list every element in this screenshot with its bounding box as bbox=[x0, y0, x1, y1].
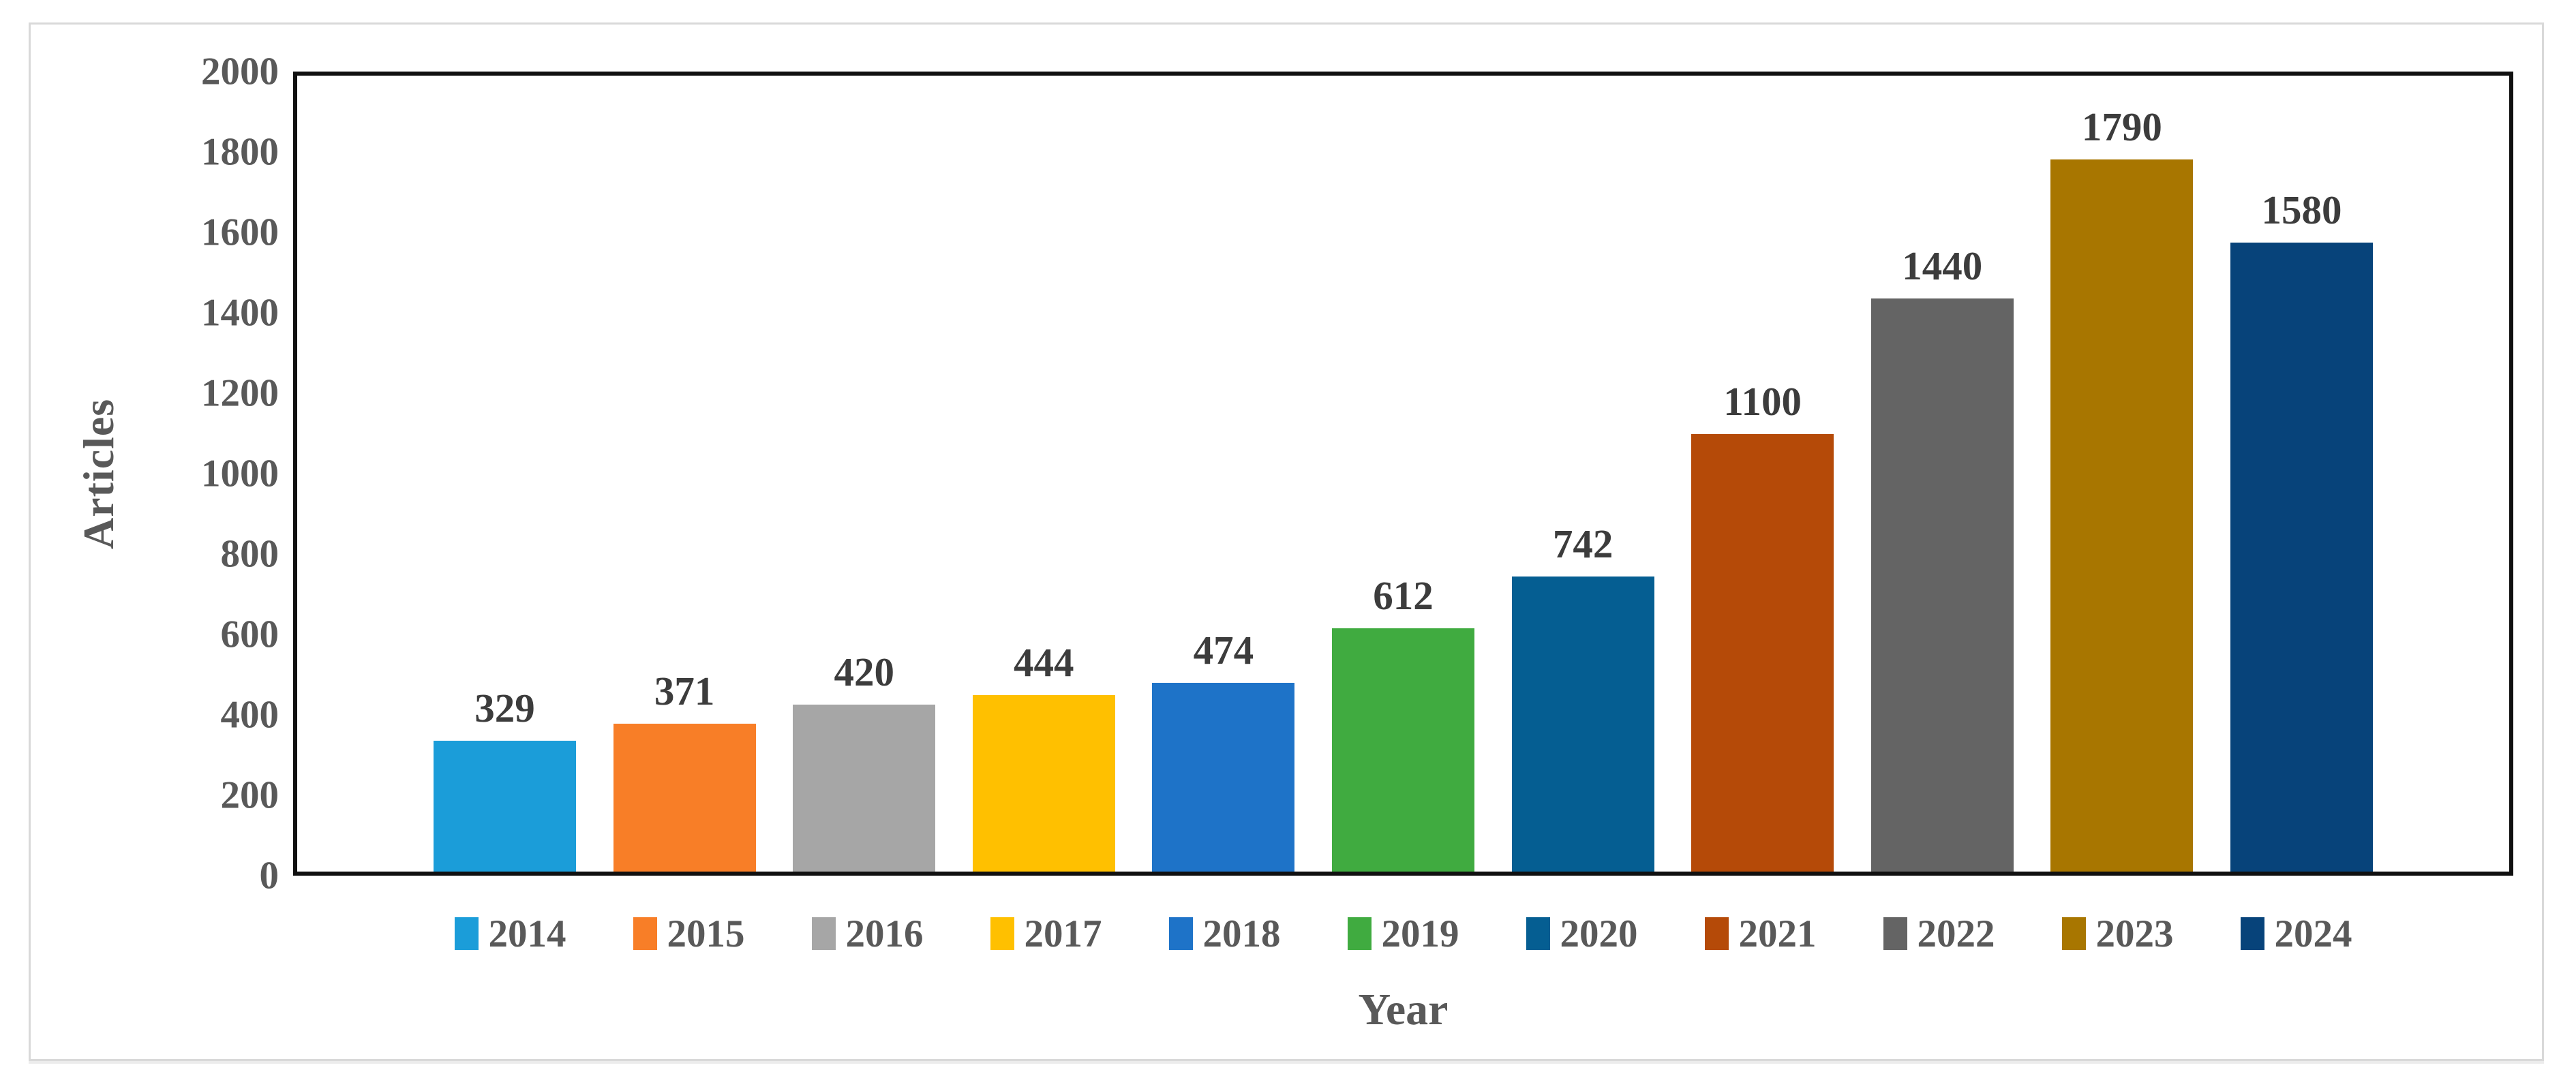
legend-item-2023: 2023 bbox=[2061, 912, 2174, 955]
y-tick-label: 200 bbox=[220, 773, 279, 817]
legend-swatch-icon bbox=[1347, 917, 1372, 950]
legend-label: 2021 bbox=[1738, 912, 1817, 955]
legend-item-2021: 2021 bbox=[1704, 912, 1817, 955]
bar-2014 bbox=[434, 740, 576, 872]
y-tick-label: 0 bbox=[259, 854, 279, 897]
legend-swatch-icon bbox=[990, 917, 1014, 950]
legend-swatch-icon bbox=[1526, 917, 1550, 950]
bar-value-label: 1790 bbox=[2081, 104, 2162, 149]
legend-item-2014: 2014 bbox=[454, 912, 566, 955]
y-tick-label: 800 bbox=[220, 532, 279, 576]
y-axis-tick-labels: 0 200 400 600 800 1000 1200 1400 1600 1800 2000 bbox=[145, 52, 279, 895]
bar-value-label: 612 bbox=[1373, 572, 1434, 618]
bar-2021 bbox=[1691, 433, 1834, 872]
y-tick-label: 1400 bbox=[201, 291, 279, 335]
y-tick-label: 1200 bbox=[201, 371, 279, 415]
legend-swatch-icon bbox=[1704, 917, 1729, 950]
y-tick-label: 400 bbox=[220, 693, 279, 737]
legend-label: 2020 bbox=[1560, 912, 1638, 955]
y-tick-label: 1600 bbox=[201, 211, 279, 254]
bar-value-label: 444 bbox=[1014, 639, 1074, 685]
y-tick-label: 1800 bbox=[201, 130, 279, 174]
legend: 2014 2015 2016 2017 2018 2019 2020 2021 2022 2023… bbox=[293, 902, 2513, 965]
legend-label: 2015 bbox=[667, 912, 745, 955]
legend-label: 2019 bbox=[1381, 912, 1459, 955]
bar-group-2016: 420 bbox=[793, 76, 936, 872]
legend-swatch-icon bbox=[811, 917, 836, 950]
legend-swatch-icon bbox=[1883, 917, 1907, 950]
legend-label: 2014 bbox=[488, 912, 566, 955]
legend-swatch-icon bbox=[2061, 917, 2086, 950]
bar-group-2024: 1580 bbox=[2230, 76, 2373, 872]
bar-value-label: 474 bbox=[1193, 628, 1254, 673]
legend-item-2020: 2020 bbox=[1526, 915, 1638, 953]
legend-swatch-icon bbox=[633, 917, 657, 950]
bar-value-label: 742 bbox=[1552, 521, 1613, 566]
bar-group-2015: 371 bbox=[613, 76, 756, 872]
bar-group-2020: 742 bbox=[1511, 76, 1654, 872]
legend-swatch-icon bbox=[1168, 917, 1193, 950]
bar-2019 bbox=[1331, 628, 1474, 872]
bar-value-label: 371 bbox=[654, 669, 715, 714]
legend-item-2017: 2017 bbox=[990, 915, 1102, 953]
legend-item-2018: 2018 bbox=[1168, 912, 1281, 955]
bar-value-label: 420 bbox=[834, 649, 894, 694]
legend-item-2024: 2024 bbox=[2240, 912, 2352, 955]
bar-group-2017: 444 bbox=[972, 76, 1115, 872]
bar-2016 bbox=[793, 704, 936, 872]
legend-label: 2017 bbox=[1024, 912, 1102, 955]
plot-area: 329 371 420 444 474 612 742 1100 1440 1790 1580 bbox=[293, 72, 2513, 876]
legend-item-2016: 2016 bbox=[811, 912, 924, 955]
bar-group-2014: 329 bbox=[434, 76, 576, 872]
legend-label: 2016 bbox=[845, 912, 924, 955]
bar-2022 bbox=[1870, 298, 2014, 872]
bar-group-2021: 1100 bbox=[1691, 76, 1834, 872]
y-tick-label: 1000 bbox=[201, 452, 279, 495]
x-axis-title: Year bbox=[1358, 985, 1449, 1034]
legend-item-2019: 2019 bbox=[1347, 912, 1459, 955]
legend-swatch-icon bbox=[454, 917, 479, 950]
legend-swatch-icon bbox=[2240, 917, 2264, 950]
figure-card: Articles 0 200 400 600 800 1000 1200 1400 1600 18… bbox=[29, 22, 2544, 1061]
bar-value-label: 329 bbox=[474, 685, 535, 731]
bar-2017 bbox=[972, 694, 1115, 872]
bar-value-label: 1100 bbox=[1723, 378, 1802, 424]
legend-label: 2018 bbox=[1202, 912, 1281, 955]
bar-2023 bbox=[2050, 159, 2194, 872]
bar-value-label: 1440 bbox=[1902, 243, 1983, 289]
y-axis-title: Articles bbox=[74, 398, 123, 549]
y-tick-label: 2000 bbox=[201, 50, 279, 93]
bar-group-2022: 1440 bbox=[1870, 76, 2014, 872]
bar-value-label: 1580 bbox=[2261, 187, 2342, 233]
y-tick-label: 600 bbox=[220, 613, 279, 656]
bars-container: 329 371 420 444 474 612 742 1100 1440 1790 1580 bbox=[297, 76, 2509, 872]
bar-2024 bbox=[2230, 243, 2373, 872]
bar-2020 bbox=[1511, 576, 1654, 872]
legend-label: 2022 bbox=[1917, 912, 1995, 955]
bar-group-2019: 612 bbox=[1331, 76, 1474, 872]
legend-label: 2024 bbox=[2274, 912, 2352, 955]
bar-group-2023: 1790 bbox=[2050, 76, 2194, 872]
bar-2015 bbox=[613, 724, 756, 872]
legend-item-2015: 2015 bbox=[633, 915, 745, 953]
legend-label: 2023 bbox=[2095, 912, 2174, 955]
bar-group-2018: 474 bbox=[1152, 76, 1295, 872]
legend-item-2022: 2022 bbox=[1883, 915, 1995, 953]
bar-2018 bbox=[1152, 683, 1295, 872]
